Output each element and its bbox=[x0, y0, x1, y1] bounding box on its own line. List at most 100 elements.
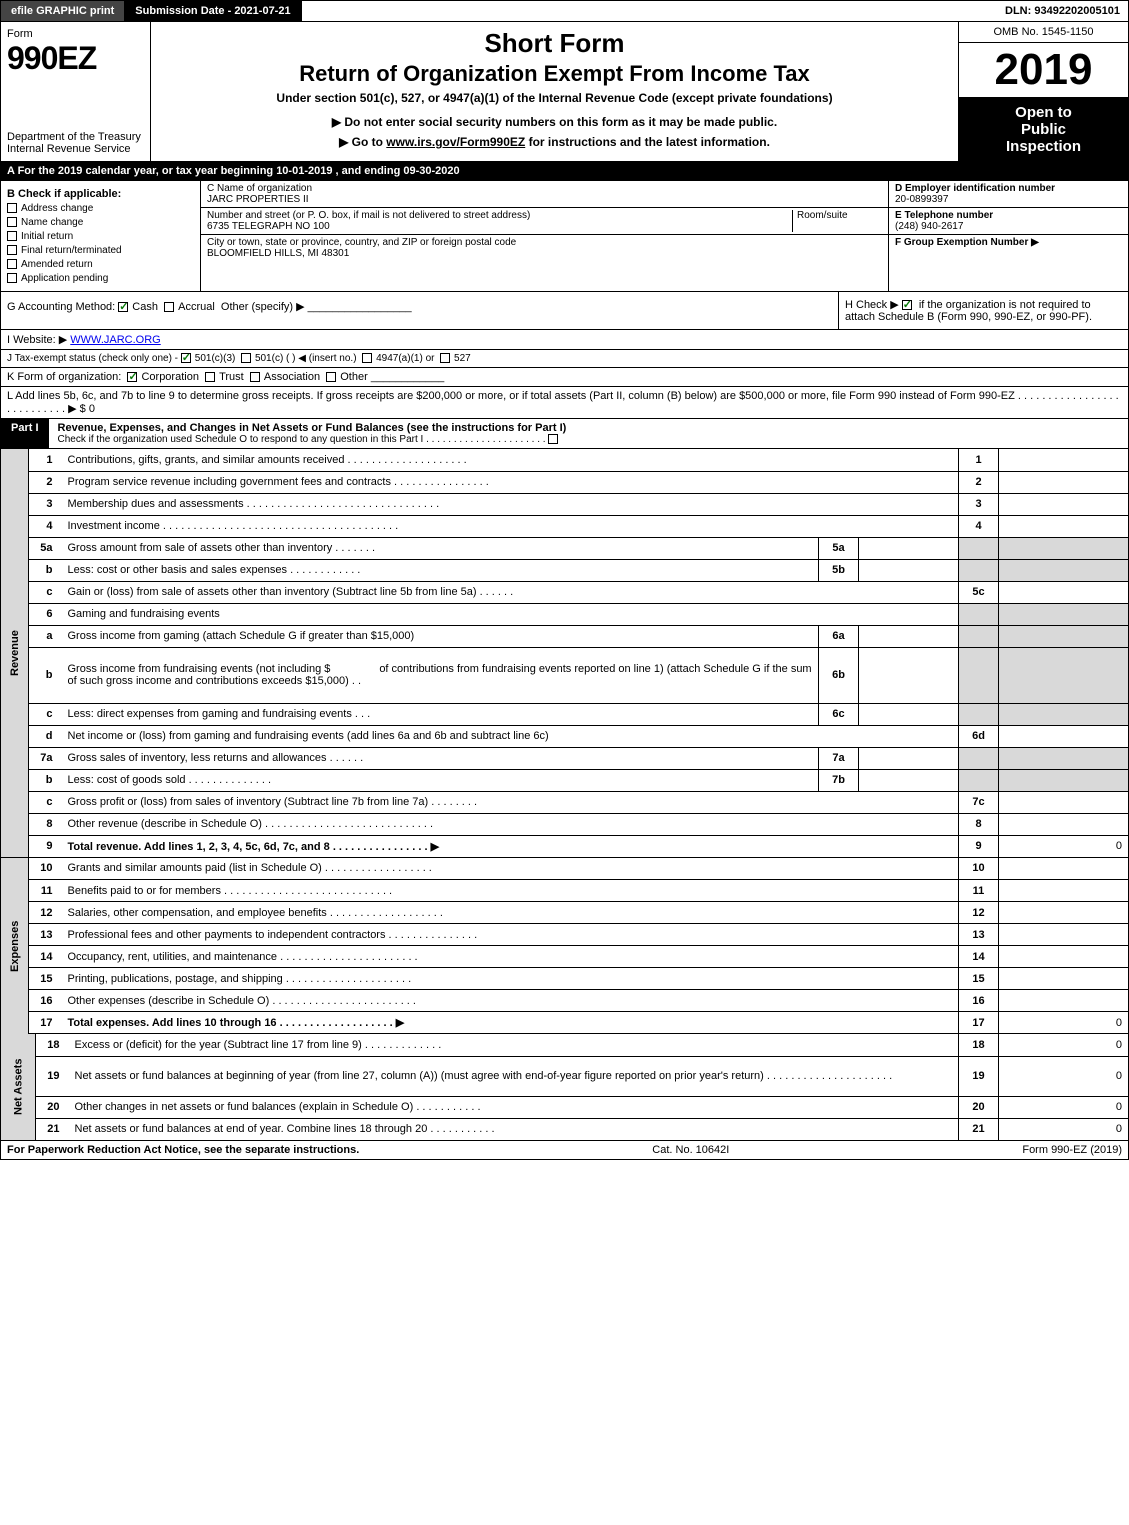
chk-527[interactable] bbox=[440, 353, 450, 363]
line-5c: Gain or (loss) from sale of assets other… bbox=[68, 586, 477, 598]
website-link[interactable]: WWW.JARC.ORG bbox=[70, 334, 160, 346]
chk-final-return[interactable] bbox=[7, 245, 17, 255]
ln-11: 11 bbox=[29, 880, 63, 902]
box-1: 1 bbox=[959, 449, 999, 471]
k-o4: Other bbox=[340, 371, 368, 383]
chk-schedule-b[interactable] bbox=[902, 300, 912, 310]
section-k: K Form of organization: Corporation Trus… bbox=[0, 368, 1129, 387]
val-19: 0 bbox=[999, 1056, 1129, 1096]
insp-2: Public bbox=[1021, 121, 1066, 138]
subval-7a bbox=[859, 747, 959, 769]
box-16: 16 bbox=[959, 990, 999, 1012]
box-7a-shade bbox=[959, 747, 999, 769]
chk-name-change[interactable] bbox=[7, 217, 17, 227]
ln-21: 21 bbox=[36, 1118, 70, 1140]
box-11: 11 bbox=[959, 880, 999, 902]
ln-7c: c bbox=[29, 791, 63, 813]
chk-schedule-o[interactable] bbox=[548, 434, 558, 444]
org-city: BLOOMFIELD HILLS, MI 48301 bbox=[207, 248, 349, 259]
val-7b-shade bbox=[999, 769, 1129, 791]
part-1-sub: Check if the organization used Schedule … bbox=[58, 434, 424, 445]
expenses-table: Expenses 10 Grants and similar amounts p… bbox=[0, 858, 1129, 1035]
title-short-form: Short Form bbox=[161, 28, 948, 59]
ln-16: 16 bbox=[29, 990, 63, 1012]
chk-application-pending[interactable] bbox=[7, 273, 17, 283]
line-6a: Gross income from gaming (attach Schedul… bbox=[68, 630, 415, 642]
chk-address-change[interactable] bbox=[7, 203, 17, 213]
subval-6a bbox=[859, 625, 959, 647]
ln-3: 3 bbox=[29, 493, 63, 515]
line-6d: Net income or (loss) from gaming and fun… bbox=[68, 730, 549, 742]
val-10 bbox=[999, 858, 1129, 880]
line-18: Excess or (deficit) for the year (Subtra… bbox=[75, 1039, 362, 1051]
val-6a-shade bbox=[999, 625, 1129, 647]
ln-19: 19 bbox=[36, 1056, 70, 1096]
g-cash: Cash bbox=[132, 301, 158, 313]
room-suite-label: Room/suite bbox=[792, 210, 882, 232]
ln-6c: c bbox=[29, 703, 63, 725]
j-sub: (check only one) - bbox=[99, 353, 178, 364]
val-4 bbox=[999, 515, 1129, 537]
val-7a-shade bbox=[999, 747, 1129, 769]
ln-2: 2 bbox=[29, 471, 63, 493]
footer-left: For Paperwork Reduction Act Notice, see … bbox=[7, 1144, 359, 1156]
subval-5a bbox=[859, 537, 959, 559]
submission-date-button[interactable]: Submission Date - 2021-07-21 bbox=[125, 1, 301, 21]
val-1 bbox=[999, 449, 1129, 471]
section-i: I Website: ▶ WWW.JARC.ORG bbox=[0, 330, 1129, 350]
chk-initial-return[interactable] bbox=[7, 231, 17, 241]
sub-5a: 5a bbox=[819, 537, 859, 559]
chk-cash[interactable] bbox=[118, 302, 128, 312]
box-4: 4 bbox=[959, 515, 999, 537]
box-13: 13 bbox=[959, 924, 999, 946]
ln-15: 15 bbox=[29, 968, 63, 990]
irs-link[interactable]: www.irs.gov/Form990EZ bbox=[386, 135, 525, 149]
tel-value: (248) 940-2617 bbox=[895, 221, 963, 232]
box-10: 10 bbox=[959, 858, 999, 880]
ln-14: 14 bbox=[29, 946, 63, 968]
sub-6a: 6a bbox=[819, 625, 859, 647]
val-21: 0 bbox=[999, 1118, 1129, 1140]
part-1-title: Revenue, Expenses, and Changes in Net As… bbox=[50, 419, 1128, 448]
efile-print-button[interactable]: efile GRAPHIC print bbox=[1, 1, 125, 21]
insp-3: Inspection bbox=[1006, 138, 1081, 155]
part-1-title-text: Revenue, Expenses, and Changes in Net As… bbox=[58, 422, 567, 434]
chk-accrual[interactable] bbox=[164, 302, 174, 312]
line-17: Total expenses. Add lines 10 through 16 bbox=[68, 1017, 277, 1029]
chk-association[interactable] bbox=[250, 372, 260, 382]
val-5a-shade bbox=[999, 537, 1129, 559]
chk-4947[interactable] bbox=[362, 353, 372, 363]
section-h: H Check ▶ if the organization is not req… bbox=[838, 292, 1128, 329]
l-text: L Add lines 5b, 6c, and 7b to line 9 to … bbox=[7, 390, 1015, 402]
b-item-4: Amended return bbox=[21, 259, 93, 270]
line-12: Salaries, other compensation, and employ… bbox=[68, 907, 327, 919]
insp-1: Open to bbox=[1015, 104, 1072, 121]
chk-other-org[interactable] bbox=[326, 372, 336, 382]
net-assets-sidelabel: Net Assets bbox=[1, 1034, 36, 1140]
chk-amended-return[interactable] bbox=[7, 259, 17, 269]
chk-corporation[interactable] bbox=[127, 372, 137, 382]
subval-5b bbox=[859, 559, 959, 581]
box-5a-shade bbox=[959, 537, 999, 559]
val-20: 0 bbox=[999, 1096, 1129, 1118]
k-label: K Form of organization: bbox=[7, 371, 121, 383]
ln-6d: d bbox=[29, 725, 63, 747]
line-7c: Gross profit or (loss) from sales of inv… bbox=[68, 796, 429, 808]
j-o4: 527 bbox=[454, 353, 471, 364]
chk-501c3[interactable] bbox=[181, 353, 191, 363]
g-label: G Accounting Method: bbox=[7, 301, 115, 313]
section-c: C Name of organization JARC PROPERTIES I… bbox=[201, 181, 888, 291]
val-7c bbox=[999, 791, 1129, 813]
j-o1: 501(c)(3) bbox=[195, 353, 236, 364]
title-section: Under section 501(c), 527, or 4947(a)(1)… bbox=[161, 91, 948, 105]
box-5b-shade bbox=[959, 559, 999, 581]
box-6c-shade bbox=[959, 703, 999, 725]
chk-trust[interactable] bbox=[205, 372, 215, 382]
line-13: Professional fees and other payments to … bbox=[68, 929, 386, 941]
entity-block: B Check if applicable: Address change Na… bbox=[0, 181, 1129, 292]
ln-6a: a bbox=[29, 625, 63, 647]
line-7a: Gross sales of inventory, less returns a… bbox=[68, 752, 327, 764]
chk-501c[interactable] bbox=[241, 353, 251, 363]
val-6-shade bbox=[999, 603, 1129, 625]
val-2 bbox=[999, 471, 1129, 493]
